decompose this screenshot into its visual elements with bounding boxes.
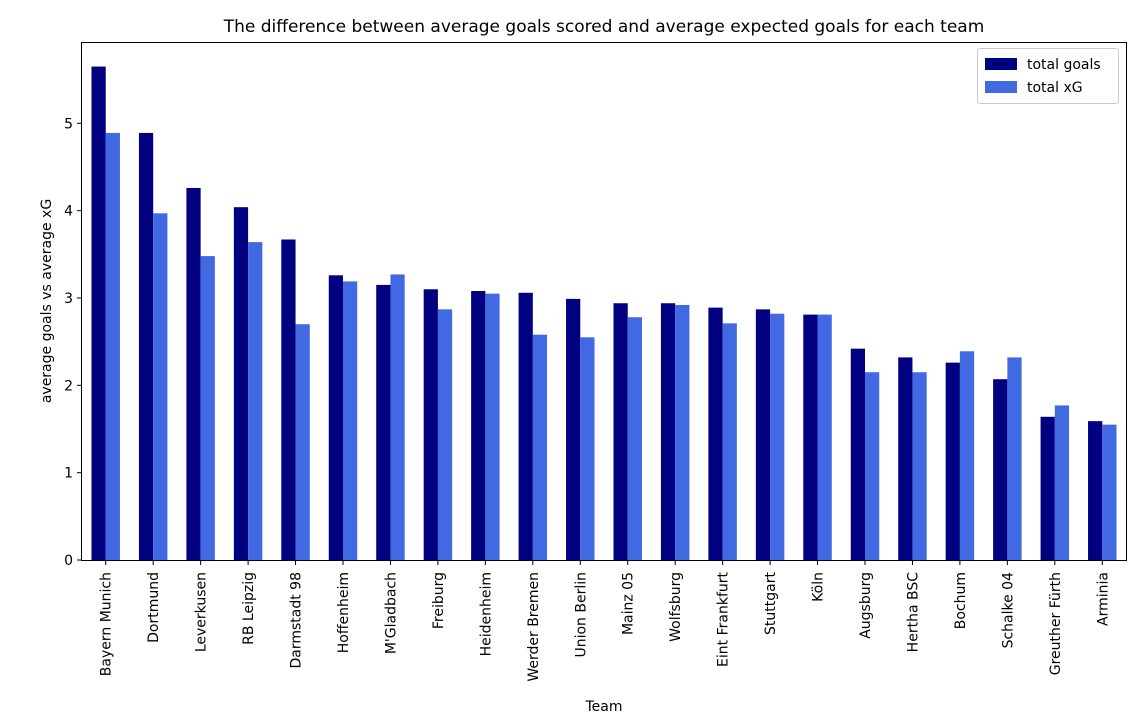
bar-total-xg-darmstadt-98 [295,324,310,560]
x-tick-label-bochum: Bochum [953,572,969,629]
x-tick-label-freiburg: Freiburg [431,572,447,629]
x-tick-label-dortmund: Dortmund [146,572,162,643]
x-tick-label-stuttgart: Stuttgart [763,572,779,635]
bars-group [91,66,1117,561]
bar-total-goals-mainz-05 [613,303,628,560]
x-tick-label-hertha-bsc: Hertha BSC [905,572,921,653]
x-tick-label-koln: Köln [811,572,827,602]
x-tick-label-augsburg: Augsburg [858,572,874,639]
bar-total-goals-augsburg [850,348,865,560]
x-tick-label-hoffenheim: Hoffenheim [336,572,352,653]
y-tick-label: 5 [64,116,73,132]
bar-total-goals-m-gladbach [376,284,391,560]
bar-total-goals-werder-bremen [518,292,533,560]
bar-total-goals-union-berlin [566,298,581,560]
bar-total-goals-wolfsburg [660,303,676,560]
bar-total-goals-stuttgart [755,309,771,560]
bar-total-xg-union-berlin [580,337,595,560]
bar-total-xg-hertha-bsc [912,372,927,560]
bar-total-goals-koln [803,314,818,560]
x-tick-label-bayern-munich: Bayern Munich [99,572,115,676]
bar-total-goals-freiburg [423,289,438,560]
legend-swatch-total-goals [985,58,1017,70]
bar-total-goals-bochum [945,362,960,560]
x-tick-label-heidenheim: Heidenheim [478,572,494,656]
bar-total-xg-freiburg [437,309,453,560]
legend-swatch-total-xg [985,81,1017,93]
x-tick-label-wolfsburg: Wolfsburg [668,572,684,642]
bar-total-goals-heidenheim [471,291,486,560]
legend: total goals total xG [977,48,1119,104]
bar-total-xg-wolfsburg [675,304,690,560]
bar-total-goals-hertha-bsc [898,357,913,560]
bar-total-goals-bayern-munich [91,66,106,560]
bar-total-goals-rb-leipzig [233,207,249,560]
x-tick-label-darmstadt-98: Darmstadt 98 [289,572,305,669]
x-tick-label-leverkusen: Leverkusen [194,572,210,652]
x-tick-label-greuther-furth: Greuther Fürth [1048,572,1064,675]
bar-total-xg-arminia [1102,424,1117,560]
bar-total-xg-greuther-furth [1054,405,1070,560]
bar-total-goals-arminia [1088,421,1103,560]
bar-total-xg-m-gladbach [390,274,405,560]
bar-total-goals-hoffenheim [328,275,343,560]
legend-label-total-xg: total xG [1027,80,1083,96]
x-tick-label-mainz-05: Mainz 05 [621,572,637,635]
y-tick-label: 2 [64,378,73,394]
bar-total-xg-mainz-05 [627,317,642,560]
bar-total-xg-augsburg [865,372,880,560]
x-tick-label-arminia: Arminia [1095,572,1111,626]
y-tick-label: 3 [64,291,73,307]
bar-total-xg-hoffenheim [343,281,358,560]
bar-total-xg-bayern-munich [105,132,120,560]
bar-total-goals-eint-frankfurt [708,307,723,560]
y-tick-label: 0 [64,553,73,569]
y-tick-label: 4 [64,204,73,220]
x-tick-label-werder-bremen: Werder Bremen [526,572,542,682]
y-tick-label: 1 [64,466,73,482]
legend-label-total-goals: total goals [1027,57,1101,73]
x-tick-label-rb-leipzig: RB Leipzig [241,572,257,645]
bar-total-xg-bochum [959,351,975,560]
bar-total-xg-schalke-04 [1007,357,1022,560]
y-axis: 0 1 2 3 4 5 [64,116,82,569]
x-tick-label-union-berlin: Union Berlin [573,572,589,658]
x-axis: Bayern Munich Dortmund Leverkusen RB Leipzi… [99,560,1111,682]
x-axis-label: Team [584,699,622,715]
bar-total-goals-greuther-furth [1040,416,1055,560]
bar-total-xg-dortmund [153,213,168,561]
bar-total-xg-rb-leipzig [248,242,263,560]
bar-total-xg-stuttgart [770,313,785,560]
y-axis-label: average goals vs average xG [39,199,55,403]
chart-title: The difference between average goals sco… [223,17,985,37]
plot-frame [81,42,1127,561]
bar-total-xg-koln [817,314,832,560]
bar-total-xg-leverkusen [200,256,215,560]
x-tick-label-m-gladbach: M'Gladbach [383,572,399,654]
bar-total-goals-dortmund [138,132,154,560]
bar-total-goals-darmstadt-98 [281,239,296,560]
bar-total-goals-schalke-04 [993,379,1008,560]
bar-total-xg-werder-bremen [532,334,548,560]
bar-total-xg-eint-frankfurt [722,323,737,560]
bar-total-goals-leverkusen [186,187,201,560]
bar-total-xg-heidenheim [485,293,500,560]
x-tick-label-eint-frankfurt: Eint Frankfurt [716,571,732,666]
x-tick-label-schalke-04: Schalke 04 [1000,572,1016,649]
